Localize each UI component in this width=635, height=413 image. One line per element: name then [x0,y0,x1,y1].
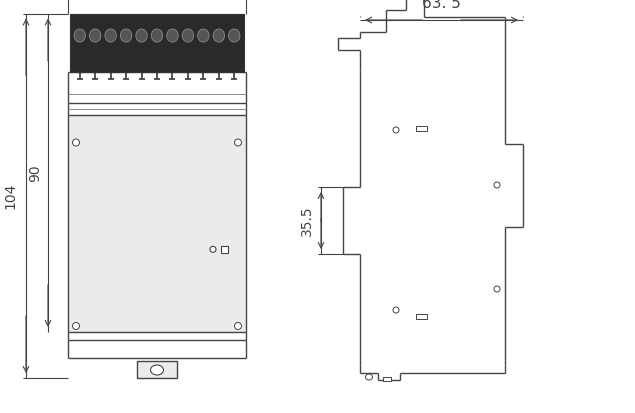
Bar [416,314,427,319]
Ellipse shape [366,374,373,380]
Ellipse shape [393,307,399,313]
Ellipse shape [229,29,240,42]
Text: 104: 104 [3,183,17,209]
Ellipse shape [234,323,241,330]
Text: 35.5: 35.5 [300,205,314,236]
Ellipse shape [393,127,399,133]
Ellipse shape [213,29,225,42]
Ellipse shape [105,29,116,42]
Ellipse shape [72,323,79,330]
Ellipse shape [121,29,132,42]
Bar [416,126,427,131]
Ellipse shape [150,365,163,375]
Bar [68,114,246,332]
Ellipse shape [167,29,178,42]
Bar [70,14,244,71]
Ellipse shape [74,29,86,42]
Ellipse shape [136,29,147,42]
Text: 90: 90 [28,164,42,182]
Ellipse shape [234,139,241,146]
Bar [137,361,177,378]
Bar [383,377,391,381]
Bar [221,246,228,253]
Ellipse shape [90,29,101,42]
Ellipse shape [72,139,79,146]
Ellipse shape [197,29,209,42]
Ellipse shape [494,286,500,292]
Text: 63. 5: 63. 5 [422,0,461,11]
Ellipse shape [151,29,163,42]
Ellipse shape [494,182,500,188]
Ellipse shape [210,246,216,252]
Ellipse shape [182,29,194,42]
